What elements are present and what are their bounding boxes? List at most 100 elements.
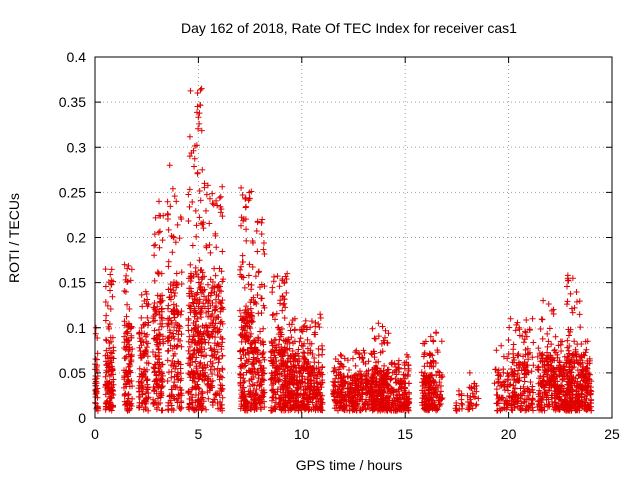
roti-point xyxy=(192,358,199,365)
roti-point xyxy=(172,384,179,391)
roti-point xyxy=(174,342,181,349)
roti-point xyxy=(140,339,147,346)
roti-point xyxy=(308,406,315,413)
roti-point xyxy=(196,257,203,264)
roti-point xyxy=(275,324,282,331)
roti-point xyxy=(309,350,316,357)
roti-point xyxy=(260,349,267,356)
roti-point xyxy=(124,265,131,272)
roti-point xyxy=(358,379,365,386)
roti-point xyxy=(191,163,198,170)
roti-point xyxy=(319,401,326,408)
roti-point xyxy=(259,351,266,358)
roti-point xyxy=(218,401,225,408)
roti-point xyxy=(204,377,211,384)
roti-point xyxy=(245,350,252,357)
roti-point xyxy=(110,376,117,383)
roti-point xyxy=(110,355,117,362)
roti-point xyxy=(127,401,134,408)
roti-point xyxy=(192,324,199,331)
roti-point xyxy=(269,289,276,296)
roti-point xyxy=(206,298,213,305)
roti-point xyxy=(360,347,367,354)
roti-point xyxy=(200,225,207,232)
roti-point xyxy=(512,327,519,334)
roti-point xyxy=(165,226,172,233)
roti-point xyxy=(240,346,247,353)
roti-point xyxy=(196,331,203,338)
roti-point xyxy=(271,369,278,376)
roti-point xyxy=(375,333,382,340)
roti-point xyxy=(307,347,314,354)
roti-point xyxy=(174,321,181,328)
roti-point xyxy=(126,368,133,375)
y-tick-label: 0 xyxy=(78,410,86,426)
roti-point xyxy=(313,389,320,396)
roti-point xyxy=(194,90,201,97)
roti-point xyxy=(125,406,132,413)
roti-point xyxy=(300,366,307,373)
roti-point xyxy=(195,303,202,310)
roti-point xyxy=(204,362,211,369)
roti-point xyxy=(438,338,445,345)
roti-point xyxy=(268,382,275,389)
roti-point xyxy=(285,407,292,414)
roti-point xyxy=(170,393,177,400)
roti-point xyxy=(157,400,164,407)
roti-point xyxy=(317,371,324,378)
roti-point xyxy=(121,261,128,268)
roti-point xyxy=(427,372,434,379)
roti-point xyxy=(425,384,432,391)
roti-point xyxy=(171,373,178,380)
roti-point xyxy=(193,318,200,325)
roti-point xyxy=(142,400,149,407)
roti-point xyxy=(169,345,176,352)
roti-point xyxy=(405,354,412,361)
roti-point xyxy=(208,285,215,292)
roti-point xyxy=(137,379,144,386)
roti-point xyxy=(249,348,256,355)
roti-point xyxy=(290,398,297,405)
roti-point xyxy=(307,324,314,331)
roti-point xyxy=(106,364,113,371)
roti-point xyxy=(125,395,132,402)
y-tick-label: 0.15 xyxy=(59,275,86,291)
roti-point xyxy=(211,265,218,272)
roti-point xyxy=(151,306,158,313)
roti-point xyxy=(367,381,374,388)
roti-point xyxy=(186,302,193,309)
roti-point xyxy=(127,277,134,284)
roti-point xyxy=(192,399,199,406)
roti-point xyxy=(214,349,221,356)
roti-point xyxy=(136,388,143,395)
roti-point xyxy=(254,291,261,298)
roti-point xyxy=(107,395,114,402)
roti-point xyxy=(188,149,195,156)
roti-point xyxy=(378,372,385,379)
roti-point xyxy=(196,214,203,221)
roti-point xyxy=(304,336,311,343)
roti-point xyxy=(171,324,178,331)
roti-point xyxy=(376,375,383,382)
roti-point xyxy=(365,380,372,387)
roti-point xyxy=(255,335,262,342)
roti-point xyxy=(258,219,265,226)
roti-point xyxy=(102,266,109,273)
roti-point xyxy=(568,305,575,312)
roti-point xyxy=(337,351,344,358)
roti-point xyxy=(245,272,252,279)
roti-point xyxy=(173,270,180,277)
x-tick-label: 20 xyxy=(501,426,517,442)
roti-point xyxy=(186,333,193,340)
roti-point xyxy=(218,268,225,275)
roti-point xyxy=(258,406,264,413)
roti-point xyxy=(196,284,203,291)
roti-point xyxy=(288,405,295,412)
roti-point xyxy=(238,263,245,270)
roti-point xyxy=(339,394,346,401)
roti-point xyxy=(159,315,166,322)
roti-point xyxy=(142,390,149,397)
roti-point xyxy=(219,339,226,346)
roti-point xyxy=(389,359,396,366)
roti-point xyxy=(195,125,202,132)
